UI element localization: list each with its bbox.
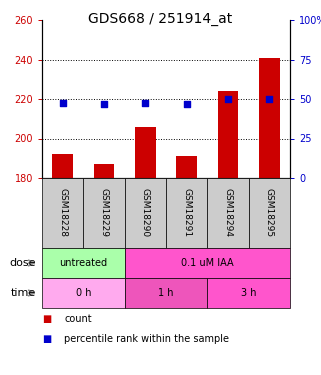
Text: 0 h: 0 h [75, 288, 91, 298]
Text: dose: dose [9, 258, 36, 268]
Text: 1 h: 1 h [158, 288, 174, 298]
Bar [135, 127, 156, 178]
Bar [176, 156, 197, 178]
Text: ■: ■ [42, 314, 51, 324]
Text: GSM18295: GSM18295 [265, 188, 274, 238]
Bar [94, 164, 114, 178]
Text: GSM18291: GSM18291 [182, 188, 191, 238]
Point [225, 96, 230, 102]
Text: time: time [10, 288, 36, 298]
Point [143, 100, 148, 106]
Text: 3 h: 3 h [241, 288, 256, 298]
Point [267, 96, 272, 102]
Bar [259, 57, 280, 178]
Text: GSM18229: GSM18229 [100, 189, 108, 237]
Text: count: count [65, 314, 92, 324]
Text: untreated: untreated [59, 258, 108, 268]
Text: ■: ■ [42, 334, 51, 344]
Point [184, 101, 189, 107]
Text: 0.1 uM IAA: 0.1 uM IAA [181, 258, 234, 268]
Text: GSM18228: GSM18228 [58, 189, 67, 237]
Point [60, 100, 65, 106]
Text: percentile rank within the sample: percentile rank within the sample [65, 334, 230, 344]
Text: GDS668 / 251914_at: GDS668 / 251914_at [88, 12, 233, 26]
Bar [218, 91, 238, 178]
Text: GSM18290: GSM18290 [141, 188, 150, 238]
Point [101, 101, 107, 107]
Text: GSM18294: GSM18294 [223, 189, 232, 237]
Bar [52, 154, 73, 178]
